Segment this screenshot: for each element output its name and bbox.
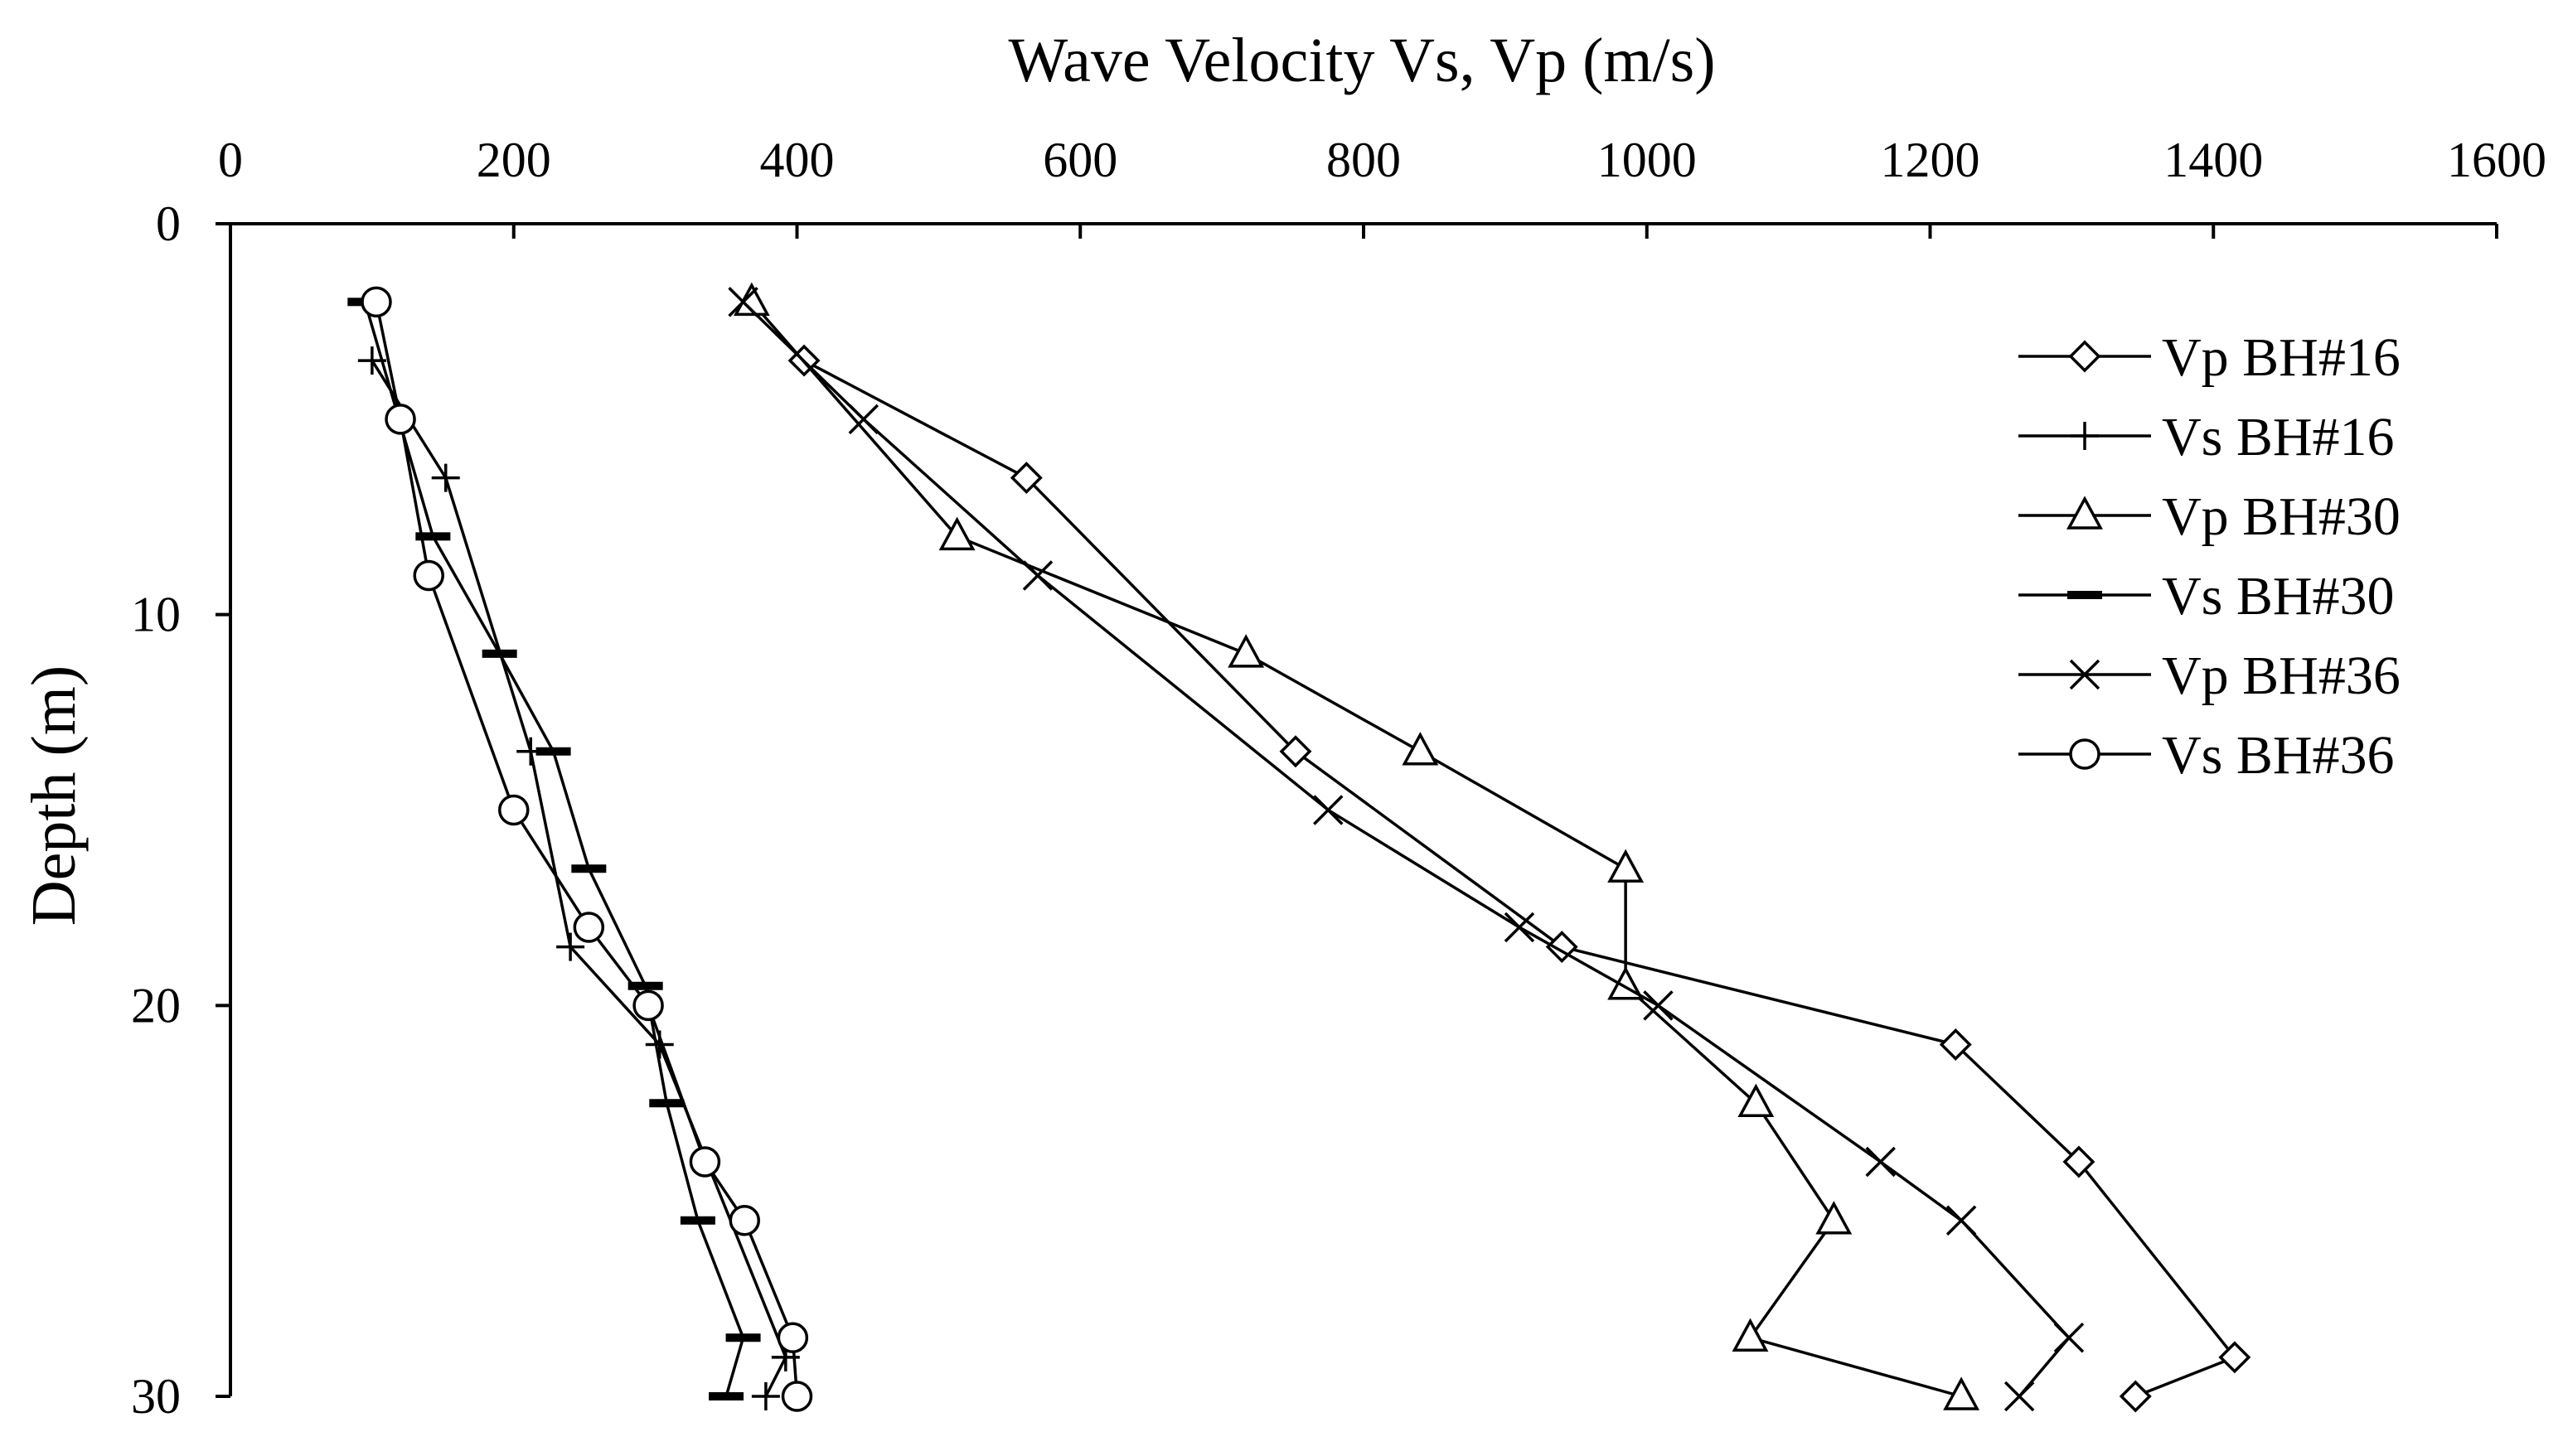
data-point [1022, 560, 1054, 591]
chart-axes [216, 222, 2498, 1398]
y-tick-label: 30 [131, 1369, 181, 1424]
y-axis-title: Depth (m) [19, 665, 89, 926]
series-vp-bh-36 [728, 287, 2085, 1412]
data-point [535, 747, 571, 756]
data-point [431, 463, 460, 492]
series-vp-bh-16 [787, 344, 2251, 1413]
legend-marker [2069, 738, 2100, 770]
x-tick-label: 400 [760, 133, 835, 187]
y-tick-label: 20 [131, 978, 181, 1033]
data-point [938, 516, 976, 551]
data-point [573, 912, 605, 943]
data-point [1643, 990, 1674, 1021]
legend-label: Vs BH#30 [2162, 566, 2395, 626]
series-line [371, 360, 787, 1397]
data-point [361, 286, 392, 318]
y-tick-label: 0 [156, 196, 181, 251]
data-point [2003, 1381, 2035, 1412]
data-point [2119, 1380, 2152, 1413]
data-point [725, 1333, 761, 1342]
legend-marker [2066, 496, 2103, 530]
data-point [1939, 1028, 1972, 1061]
tick-labels: 0 200 400 600 800 1000 1200 1400 1600 0 10 20 30 [131, 133, 2546, 1424]
data-point [498, 794, 530, 826]
series-vp-bh-30 [733, 282, 1980, 1410]
data-point [751, 1382, 780, 1410]
data-point [556, 932, 585, 961]
data-point [680, 1216, 715, 1225]
legend-entry: Vs BH#36 [2018, 725, 2395, 786]
data-point [1945, 1205, 1977, 1236]
data-point [1865, 1146, 1896, 1178]
legend-label: Vs BH#36 [2162, 725, 2395, 786]
data-point [627, 981, 663, 990]
data-point [415, 532, 451, 541]
legend: Vp BH#16 Vs BH#16 Vp BH#30 Vs BH#30 Vp BH#36… [2018, 327, 2401, 786]
data-point [728, 287, 758, 317]
x-tick-label: 1200 [1881, 133, 1980, 187]
x-tick-label: 1000 [1597, 133, 1697, 187]
legend-marker [2068, 340, 2101, 373]
data-point [649, 1099, 685, 1108]
legend-entry: Vp BH#30 [2018, 486, 2401, 547]
data-point [848, 404, 879, 435]
x-tick-label: 1400 [2163, 133, 2263, 187]
legend-entry: Vp BH#16 [2018, 327, 2401, 388]
series-line [742, 301, 2071, 1398]
data-point [1504, 912, 1535, 943]
data-point [1607, 849, 1645, 883]
plot-area [347, 282, 2251, 1413]
x-axis-title: Wave Velocity Vs, Vp (m/s) [1008, 26, 1715, 95]
legend-label: Vp BH#16 [2162, 327, 2401, 388]
data-point [413, 559, 444, 592]
legend-label: Vp BH#36 [2162, 646, 2401, 706]
data-point [2053, 1323, 2085, 1353]
data-point [2062, 1145, 2095, 1178]
series-line [363, 301, 745, 1397]
data-point [689, 1146, 721, 1178]
data-point [781, 1381, 813, 1412]
legend-marker [2071, 422, 2099, 450]
data-point [1010, 462, 1043, 495]
data-point [1732, 1318, 1769, 1352]
legend-label: Vp BH#30 [2162, 486, 2401, 547]
data-point [1815, 1201, 1853, 1235]
data-point [482, 649, 517, 658]
data-point [385, 404, 416, 435]
data-point [1943, 1376, 1980, 1410]
legend-marker [2069, 659, 2100, 690]
legend-entry: Vp BH#36 [2018, 646, 2401, 706]
legend-entry: Vs BH#16 [2018, 407, 2395, 467]
data-point [777, 1322, 809, 1353]
series-line [803, 359, 2237, 1398]
legend-marker [2067, 591, 2102, 599]
data-point [709, 1392, 744, 1400]
x-tick-label: 0 [218, 133, 243, 187]
data-point [1313, 795, 1344, 825]
data-point [571, 864, 607, 873]
data-point [1228, 634, 1265, 668]
legend-entry: Vs BH#30 [2018, 566, 2395, 626]
x-tick-label: 200 [477, 133, 551, 187]
data-point [2218, 1341, 2251, 1374]
series-line [375, 301, 799, 1397]
series-vs-bh-36 [361, 286, 813, 1412]
y-tick-label: 10 [131, 588, 181, 642]
x-tick-label: 600 [1043, 133, 1117, 187]
x-tick-label: 800 [1326, 133, 1401, 187]
data-point [1402, 732, 1439, 766]
data-point [729, 1205, 761, 1236]
x-tick-label: 1600 [2447, 133, 2546, 187]
legend-label: Vs BH#16 [2162, 407, 2395, 467]
data-point [1737, 1083, 1775, 1117]
series-line [750, 301, 1962, 1398]
data-point [1279, 735, 1312, 768]
data-point [632, 989, 664, 1022]
